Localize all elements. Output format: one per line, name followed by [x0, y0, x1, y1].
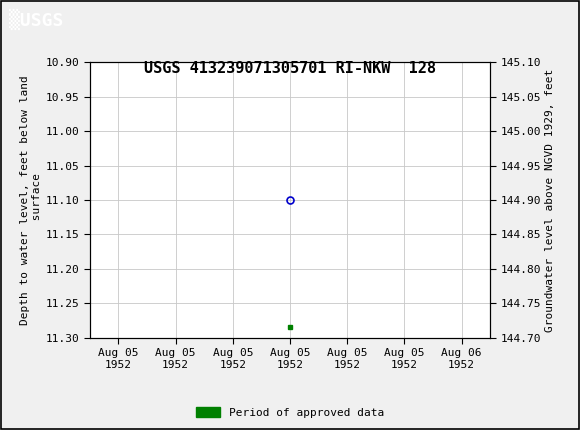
Legend: Period of approved data: Period of approved data — [191, 403, 389, 422]
Text: USGS 413239071305701 RI-NKW  128: USGS 413239071305701 RI-NKW 128 — [144, 61, 436, 77]
Y-axis label: Groundwater level above NGVD 1929, feet: Groundwater level above NGVD 1929, feet — [545, 68, 555, 332]
Y-axis label: Depth to water level, feet below land
 surface: Depth to water level, feet below land su… — [20, 75, 42, 325]
Text: ▒USGS: ▒USGS — [9, 8, 63, 30]
